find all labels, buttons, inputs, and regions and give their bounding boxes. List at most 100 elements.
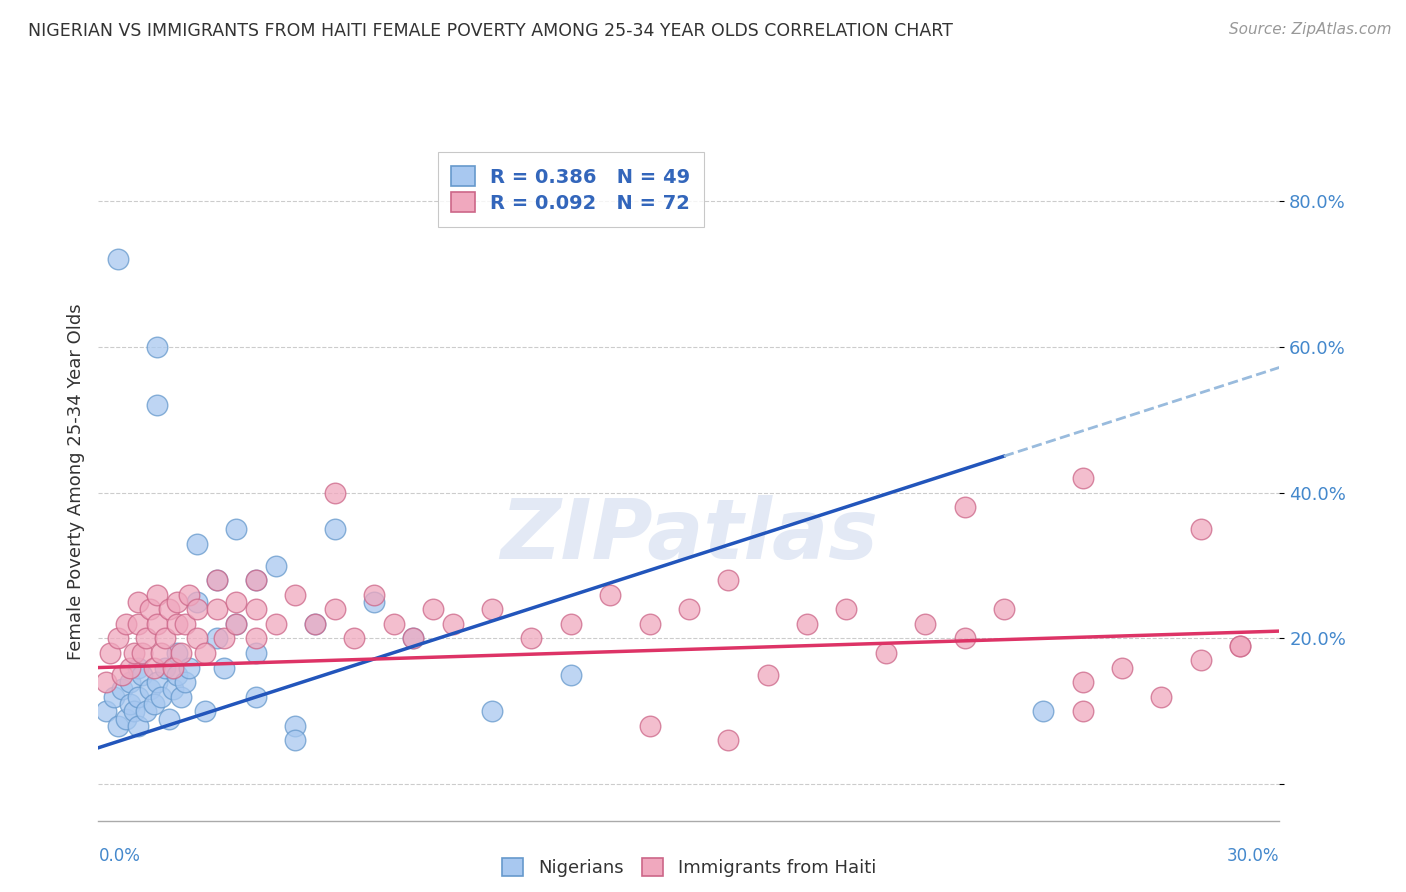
Point [717,573,740,587]
Point [131,646,153,660]
Point [284,733,307,747]
Point [1229,639,1251,653]
Point [1229,639,1251,653]
Point [304,616,326,631]
Point [875,646,897,660]
Point [599,588,621,602]
Point [953,500,976,515]
Point [756,668,779,682]
Point [166,595,188,609]
Point [214,632,236,646]
Point [402,632,425,646]
Point [166,616,188,631]
Point [122,646,145,660]
Point [1150,690,1173,704]
Text: ZIPatlas: ZIPatlas [501,495,877,576]
Point [166,668,188,682]
Point [107,632,129,646]
Point [323,602,346,616]
Point [127,616,149,631]
Point [914,616,936,631]
Point [146,588,169,602]
Point [155,660,177,674]
Point [560,616,582,631]
Point [205,573,228,587]
Point [194,704,217,718]
Point [111,682,134,697]
Point [245,573,267,587]
Point [146,616,169,631]
Point [150,690,173,704]
Point [205,632,228,646]
Point [174,675,197,690]
Point [157,712,180,726]
Text: Source: ZipAtlas.com: Source: ZipAtlas.com [1229,22,1392,37]
Point [162,682,184,697]
Point [177,588,200,602]
Point [225,595,247,609]
Point [205,602,228,616]
Point [170,690,193,704]
Point [127,719,149,733]
Point [678,602,700,616]
Point [214,660,236,674]
Point [186,602,208,616]
Point [166,646,188,660]
Text: 30.0%: 30.0% [1227,847,1279,864]
Point [638,616,661,631]
Point [205,573,228,587]
Point [162,660,184,674]
Point [157,602,180,616]
Point [1071,704,1094,718]
Point [245,573,267,587]
Y-axis label: Female Poverty Among 25-34 Year Olds: Female Poverty Among 25-34 Year Olds [66,303,84,660]
Point [382,616,405,631]
Point [142,660,165,674]
Point [118,660,141,674]
Point [953,632,976,646]
Point [127,660,149,674]
Point [363,588,385,602]
Point [174,616,197,631]
Point [194,646,217,660]
Point [343,632,366,646]
Point [138,682,160,697]
Point [481,704,503,718]
Point [127,690,149,704]
Point [186,632,208,646]
Point [127,595,149,609]
Point [111,668,134,682]
Point [118,697,141,711]
Point [118,675,141,690]
Point [1032,704,1054,718]
Point [1189,522,1212,536]
Point [245,690,267,704]
Point [142,697,165,711]
Point [186,536,208,550]
Point [131,668,153,682]
Point [441,616,464,631]
Point [245,632,267,646]
Point [186,595,208,609]
Point [96,675,118,690]
Text: NIGERIAN VS IMMIGRANTS FROM HAITI FEMALE POVERTY AMONG 25-34 YEAR OLDS CORRELATI: NIGERIAN VS IMMIGRANTS FROM HAITI FEMALE… [28,22,953,40]
Point [150,646,173,660]
Point [323,522,346,536]
Point [1111,660,1133,674]
Legend: Nigerians, Immigrants from Haiti: Nigerians, Immigrants from Haiti [492,849,886,886]
Point [107,252,129,267]
Point [170,646,193,660]
Point [107,719,129,733]
Point [264,616,287,631]
Point [264,558,287,573]
Point [245,646,267,660]
Point [98,646,121,660]
Point [135,632,157,646]
Point [225,616,247,631]
Point [304,616,326,631]
Point [146,398,169,412]
Point [993,602,1015,616]
Point [177,660,200,674]
Point [138,602,160,616]
Point [1071,675,1094,690]
